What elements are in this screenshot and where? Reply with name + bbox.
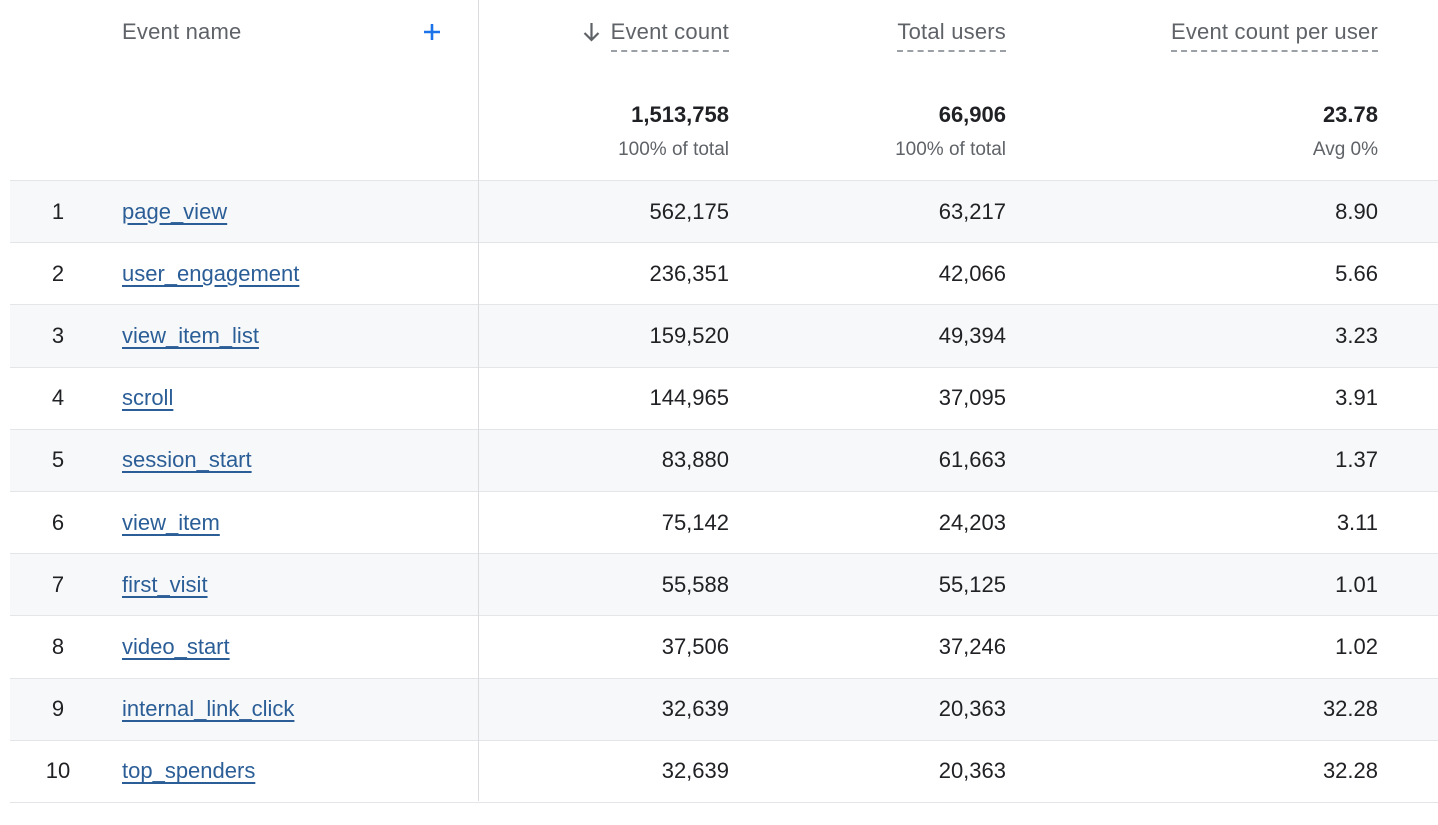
sort-descending-icon [581, 21, 602, 43]
event-count-value: 32,639 [661, 696, 729, 722]
count-per-user-header-label: Event count per user [1170, 19, 1378, 52]
row-index: 10 [45, 758, 71, 784]
event-name-cell: internal_link_click [106, 696, 478, 722]
column-divider [478, 0, 479, 801]
event-name-cell: video_start [106, 634, 478, 660]
event-count-value: 32,639 [661, 758, 729, 784]
table-row: 6 view_item 75,142 24,203 3.11 [10, 491, 1438, 555]
table-row: 3 view_item_list 159,520 49,394 3.23 [10, 305, 1438, 368]
totals-event-count-value: 1,513,758 [631, 102, 729, 127]
row-index: 4 [51, 385, 65, 411]
count-per-user-value: 1.02 [1335, 633, 1378, 659]
row-index: 2 [51, 260, 65, 286]
plus-icon [420, 20, 444, 44]
table-header: Event name Eve [10, 0, 1438, 181]
event-name-cell: user_engagement [106, 261, 478, 287]
add-dimension-button[interactable] [420, 20, 444, 44]
total-users-value: 20,363 [938, 696, 1006, 722]
count-per-user-value: 32.28 [1322, 696, 1378, 722]
total-users-header[interactable]: Total users [729, 19, 1006, 52]
totals-total-users-cell: 66,906 100% of total [729, 102, 1006, 161]
event-count-value: 159,520 [649, 322, 729, 348]
totals-event-count-subtext: 100% of total [618, 139, 729, 161]
totals-event-count-cell: 1,513,758 100% of total [478, 102, 729, 161]
table-row: 1 page_view 562,175 63,217 8.90 [10, 181, 1438, 244]
event-count-value: 236,351 [649, 260, 729, 286]
totals-count-per-user-subtext: Avg 0% [1312, 139, 1378, 161]
row-index: 7 [51, 571, 65, 597]
row-index: 6 [51, 509, 65, 535]
event-count-header[interactable]: Event count [478, 19, 729, 52]
event-name-link[interactable]: scroll [122, 385, 174, 411]
table-body: 1 page_view 562,175 63,217 8.90 2 user_e… [10, 181, 1438, 803]
event-name-link[interactable]: top_spenders [122, 758, 256, 784]
event-name-link[interactable]: session_start [122, 447, 252, 473]
count-per-user-header[interactable]: Event count per user [1006, 19, 1378, 52]
count-per-user-value: 1.37 [1335, 447, 1378, 473]
event-count-header-label: Event count [610, 19, 729, 52]
total-users-value: 20,363 [938, 758, 1006, 784]
events-report-table: Event name Eve [10, 0, 1438, 803]
row-index: 5 [51, 447, 65, 473]
totals-count-per-user-value: 23.78 [1322, 102, 1378, 127]
event-name-cell: scroll [106, 385, 478, 411]
event-name-header-cell: Event name [106, 19, 478, 45]
event-name-link[interactable]: first_visit [122, 571, 208, 597]
total-users-header-label: Total users [897, 19, 1006, 52]
total-users-value: 42,066 [938, 260, 1006, 286]
totals-count-per-user-cell: 23.78 Avg 0% [1006, 102, 1378, 161]
table-row: 7 first_visit 55,588 55,125 1.01 [10, 554, 1438, 617]
total-users-value: 24,203 [938, 509, 1006, 535]
event-name-link[interactable]: page_view [122, 198, 228, 224]
event-name-link[interactable]: internal_link_click [122, 696, 295, 722]
event-name-cell: page_view [106, 199, 478, 225]
total-users-value: 61,663 [938, 447, 1006, 473]
event-count-value: 83,880 [661, 447, 729, 473]
event-name-header-label: Event name [122, 19, 242, 44]
event-name-link[interactable]: view_item_list [122, 322, 259, 348]
event-name-link[interactable]: video_start [122, 633, 230, 659]
count-per-user-value: 3.91 [1335, 385, 1378, 411]
count-per-user-value: 1.01 [1335, 571, 1378, 597]
event-count-value: 37,506 [661, 633, 729, 659]
count-per-user-value: 3.11 [1336, 509, 1378, 535]
table-row: 10 top_spenders 32,639 20,363 32.28 [10, 740, 1438, 803]
total-users-value: 55,125 [938, 571, 1006, 597]
total-users-value: 37,246 [938, 633, 1006, 659]
event-name-cell: session_start [106, 447, 478, 473]
count-per-user-value: 3.23 [1335, 322, 1378, 348]
table-row: 4 scroll 144,965 37,095 3.91 [10, 367, 1438, 430]
event-count-value: 55,588 [661, 571, 729, 597]
table-row: 5 session_start 83,880 61,663 1.37 [10, 429, 1438, 492]
count-per-user-value: 5.66 [1335, 260, 1378, 286]
event-count-value: 144,965 [649, 385, 729, 411]
event-count-value: 562,175 [649, 198, 729, 224]
event-name-cell: first_visit [106, 572, 478, 598]
event-name-cell: view_item [106, 510, 478, 536]
row-index: 9 [51, 696, 65, 722]
count-per-user-value: 32.28 [1322, 758, 1378, 784]
totals-row: 1,513,758 100% of total 66,906 100% of t… [10, 60, 1438, 181]
total-users-value: 37,095 [938, 385, 1006, 411]
table-row: 9 internal_link_click 32,639 20,363 32.2… [10, 678, 1438, 741]
event-name-cell: view_item_list [106, 323, 478, 349]
event-count-value: 75,142 [661, 509, 729, 535]
total-users-value: 63,217 [938, 198, 1006, 224]
event-name-link[interactable]: user_engagement [122, 260, 300, 286]
totals-total-users-subtext: 100% of total [895, 139, 1006, 161]
event-name-cell: top_spenders [106, 758, 478, 784]
total-users-value: 49,394 [938, 322, 1006, 348]
row-index: 8 [51, 633, 65, 659]
totals-total-users-value: 66,906 [938, 102, 1006, 127]
count-per-user-value: 8.90 [1335, 198, 1378, 224]
event-name-link[interactable]: view_item [122, 509, 220, 535]
row-index: 1 [51, 198, 65, 224]
table-row: 8 video_start 37,506 37,246 1.02 [10, 616, 1438, 679]
table-row: 2 user_engagement 236,351 42,066 5.66 [10, 243, 1438, 306]
row-index: 3 [51, 322, 65, 348]
